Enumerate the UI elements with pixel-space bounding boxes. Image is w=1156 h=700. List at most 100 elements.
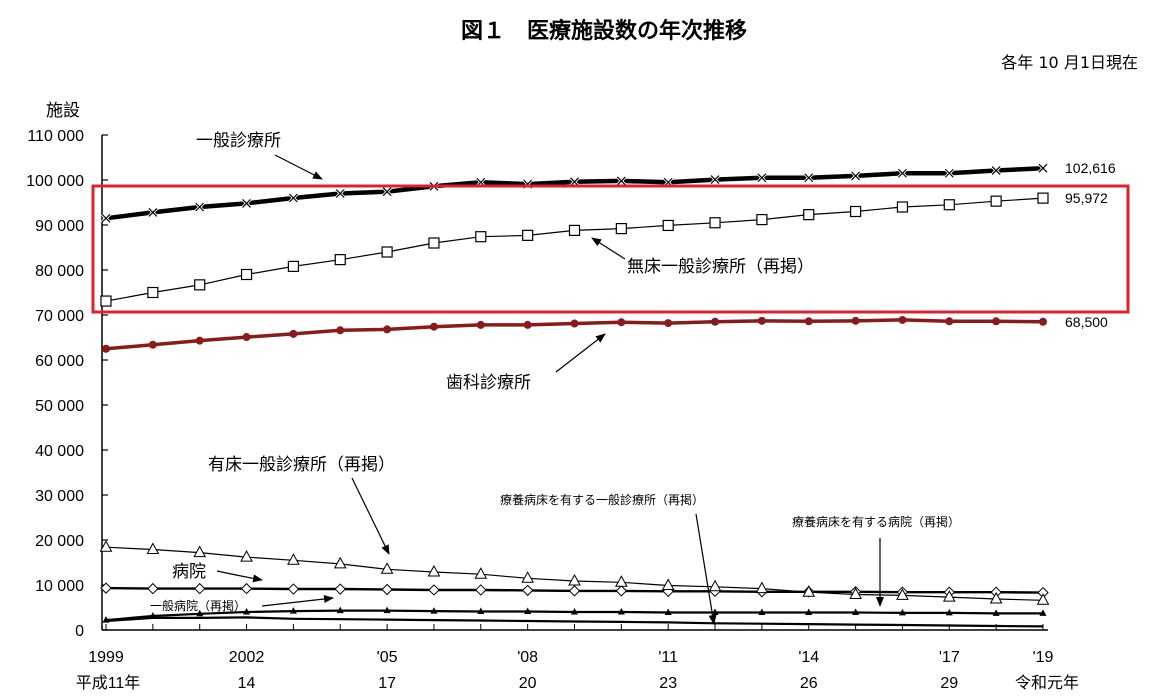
arrow-longterm-clinic [695, 513, 717, 625]
y-tick-label: 0 [75, 623, 84, 640]
series-line [105, 197, 1044, 302]
y-tick-label: 40 000 [35, 443, 84, 460]
data-point [896, 588, 909, 600]
data-point [522, 229, 534, 241]
data-point [992, 317, 1001, 326]
x-tick-sublabel: 23 [659, 675, 677, 692]
x-tick-sublabel: 29 [940, 675, 958, 692]
data-point [615, 575, 628, 587]
data-point [148, 340, 157, 349]
data-point [196, 609, 204, 617]
x-tick-sublabel: 26 [800, 675, 818, 692]
label-general-hospital: 一般病院（再掲） [150, 598, 246, 613]
data-point [477, 607, 485, 615]
arrow-dental-clinic [555, 333, 606, 373]
data-point [382, 186, 393, 197]
data-point [755, 581, 769, 594]
data-point [942, 590, 956, 602]
series-1 [100, 192, 1049, 307]
data-point [524, 607, 532, 615]
data-point [804, 317, 813, 326]
data-point [523, 320, 532, 329]
data-point [709, 174, 721, 185]
y-tick-label: 10 000 [35, 578, 84, 595]
data-point [756, 214, 768, 226]
y-tick-label: 90 000 [35, 218, 84, 235]
x-tick-sublabel: 14 [238, 675, 256, 692]
data-point [193, 582, 206, 595]
data-point [474, 567, 488, 579]
data-point [661, 578, 675, 590]
data-point [240, 582, 253, 595]
x-tick-label: '19 [1033, 649, 1054, 666]
y-tick-label: 100 000 [26, 173, 84, 190]
data-point [476, 320, 485, 329]
data-point [850, 170, 861, 182]
data-point [240, 550, 253, 562]
data-point [334, 583, 346, 595]
data-point [571, 608, 578, 615]
data-point [756, 172, 767, 183]
arrow-general-hospital [261, 595, 334, 607]
data-point [194, 201, 205, 213]
data-point [289, 329, 298, 338]
data-point [615, 223, 627, 235]
data-point [147, 286, 159, 299]
data-point [333, 556, 347, 569]
data-point [242, 333, 251, 342]
data-point [803, 209, 815, 221]
data-point [944, 168, 955, 179]
data-point [616, 175, 627, 186]
data-point [569, 176, 580, 187]
end-value-label: 68,500 [1065, 314, 1108, 330]
data-point [897, 168, 908, 179]
data-point [287, 260, 299, 272]
x-tick-label: '11 [658, 649, 678, 666]
label-longterm-hospital: 療養病床を有する病院（再掲） [792, 514, 960, 529]
data-point [898, 315, 907, 324]
x-tick-label: '14 [798, 649, 819, 666]
data-point [287, 583, 300, 595]
data-point [1039, 609, 1047, 616]
x-tick-label: '08 [517, 649, 538, 666]
data-point [193, 545, 207, 558]
data-point [147, 582, 159, 595]
data-point [568, 585, 581, 597]
data-point [381, 583, 393, 596]
series-line [105, 616, 1044, 628]
data-point [380, 562, 394, 574]
data-point [943, 199, 955, 211]
data-point [617, 318, 626, 327]
data-point [241, 198, 252, 209]
data-point [287, 553, 300, 565]
data-point [243, 608, 251, 615]
y-tick-label: 110 000 [27, 128, 84, 145]
y-tick-label: 20 000 [35, 533, 84, 550]
data-point [991, 165, 1002, 176]
x-tick-sublabel: 令和元年 [1015, 674, 1079, 692]
data-point [568, 573, 581, 586]
arrow-no-bed-clinic [591, 237, 626, 260]
data-point [475, 584, 487, 596]
data-point [149, 612, 157, 619]
label-no-bed-clinic: 無床一般診療所（再掲） [627, 257, 814, 277]
x-ticks: 1999 平成11年 2002 14 '05 17 '08 20 '11 23 '14 26 '17 29… [76, 624, 1079, 692]
data-point [429, 322, 438, 331]
data-point [898, 608, 906, 616]
data-point [195, 336, 204, 345]
data-point [852, 608, 860, 615]
x-tick-sublabel: 20 [519, 675, 537, 692]
data-point [430, 607, 438, 614]
data-point [381, 246, 393, 258]
data-point [383, 325, 392, 334]
arrow-hospital [216, 570, 263, 583]
x-tick-label: 2002 [229, 649, 265, 666]
data-point [568, 224, 581, 236]
y-tick-label: 80 000 [35, 263, 84, 280]
data-point [758, 608, 766, 615]
data-point [805, 608, 813, 615]
end-labels: 102,616 95,972 68,500 [1065, 160, 1116, 330]
data-point [1039, 317, 1047, 326]
data-point [99, 540, 113, 552]
